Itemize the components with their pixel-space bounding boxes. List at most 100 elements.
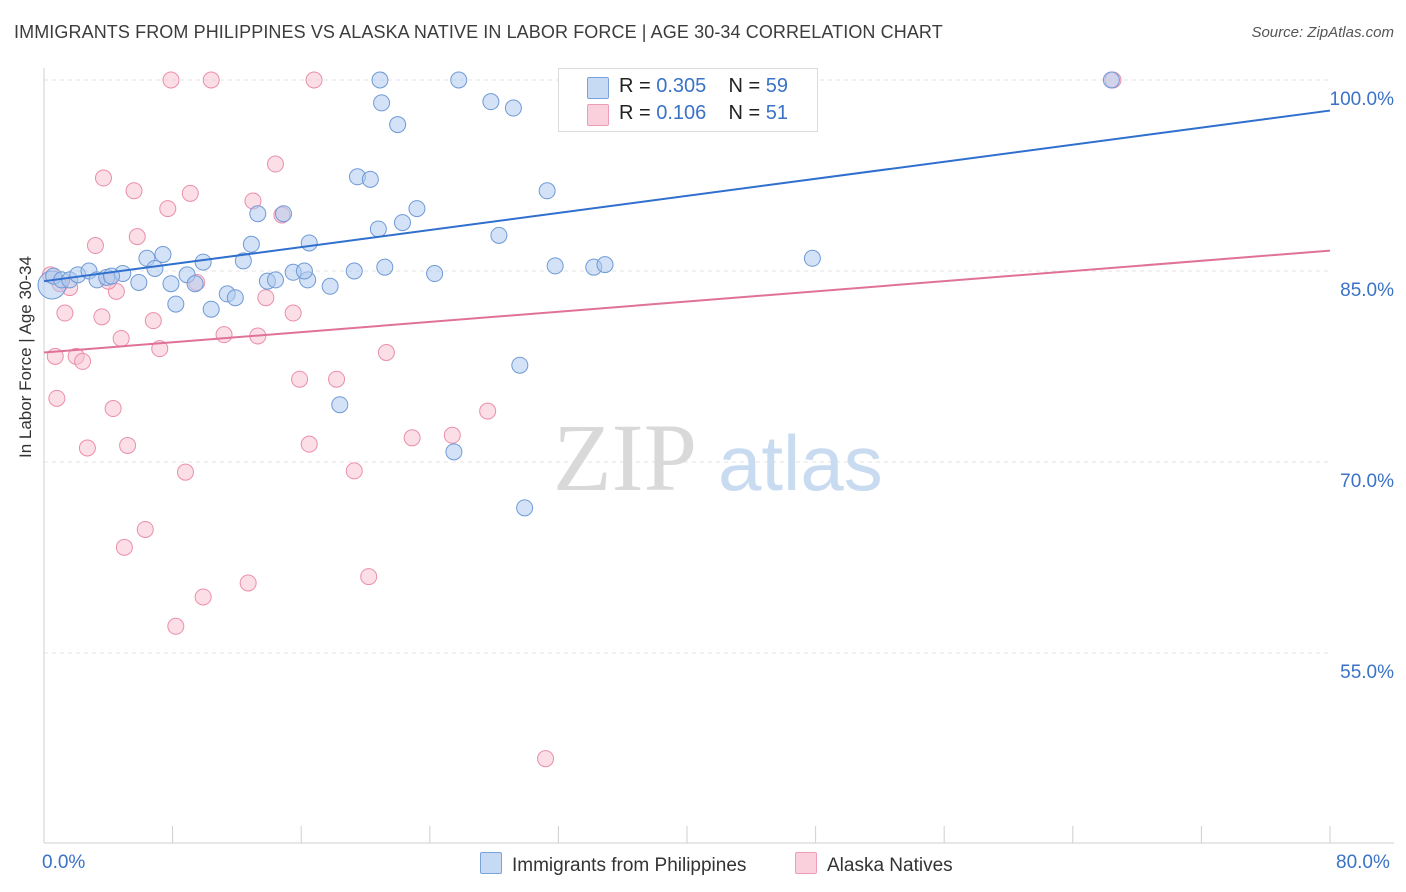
philippines-point bbox=[300, 234, 318, 252]
alaska-point bbox=[284, 304, 302, 322]
alaska-point bbox=[176, 463, 194, 481]
y-tick-label: 100.0% bbox=[1330, 89, 1395, 110]
legend-swatch-pink bbox=[587, 104, 609, 126]
bottom-legend-label: Immigrants from Philippines bbox=[512, 855, 747, 876]
philippines-point bbox=[295, 262, 313, 280]
philippines-point bbox=[482, 93, 500, 111]
philippines-point bbox=[803, 249, 821, 267]
philippines-point bbox=[373, 94, 391, 112]
philippines-point bbox=[186, 275, 204, 293]
alaska-point bbox=[119, 436, 137, 454]
philippines-point bbox=[516, 499, 534, 517]
philippines-point bbox=[226, 289, 244, 307]
alaska-point bbox=[94, 169, 112, 187]
grid-lines bbox=[44, 79, 1330, 654]
y-tick-label: 70.0% bbox=[1340, 471, 1394, 492]
alaska-point bbox=[479, 402, 497, 420]
philippines-point bbox=[361, 170, 379, 188]
alaska-point bbox=[144, 312, 162, 330]
philippines-point bbox=[371, 71, 389, 89]
alaska-point bbox=[86, 237, 104, 255]
alaska-point bbox=[167, 617, 185, 635]
x-tick-max: 80.0% bbox=[1336, 852, 1390, 873]
alaska-point bbox=[112, 329, 130, 347]
philippines-point bbox=[504, 99, 522, 117]
x-tick-min: 0.0% bbox=[42, 852, 86, 873]
philippines-point bbox=[321, 277, 339, 295]
philippines-point bbox=[194, 253, 212, 271]
philippines-point bbox=[242, 235, 260, 253]
alaska-point bbox=[93, 308, 111, 326]
philippines-point bbox=[275, 205, 293, 223]
alaska-point bbox=[151, 340, 169, 358]
axes bbox=[43, 68, 1394, 844]
alaska-point bbox=[360, 568, 378, 586]
stats-legend: R = 0.305 N = 59 R = 0.106 N = 51 bbox=[558, 68, 818, 132]
philippines-point bbox=[345, 262, 363, 280]
alaska-point bbox=[291, 370, 309, 388]
philippines-point bbox=[162, 275, 180, 293]
philippines-point bbox=[266, 271, 284, 289]
philippines-point bbox=[393, 214, 411, 232]
watermark-atlas: atlas bbox=[718, 419, 883, 507]
alaska-point bbox=[78, 439, 96, 457]
philippines-point bbox=[146, 259, 164, 277]
alaska-point bbox=[115, 538, 133, 556]
bottom-legend-swatch-blue bbox=[480, 852, 502, 874]
philippines-point bbox=[202, 300, 220, 318]
series-philippines-points bbox=[37, 71, 1120, 517]
alaska-point bbox=[215, 326, 233, 344]
bottom-legend-philippines: Immigrants from Philippines bbox=[480, 852, 746, 877]
alaska-point bbox=[377, 343, 395, 361]
alaska-point bbox=[537, 750, 555, 768]
legend-text: R = 0.106 N = 51 bbox=[619, 102, 788, 125]
alaska-point bbox=[194, 588, 212, 606]
y-axis-label: In Labor Force | Age 30-34 bbox=[16, 256, 35, 458]
legend-r-label: R = bbox=[619, 75, 651, 97]
legend-swatch-blue bbox=[587, 77, 609, 99]
legend-r-value: 0.305 bbox=[656, 75, 707, 97]
chart-title: IMMIGRANTS FROM PHILIPPINES VS ALASKA NA… bbox=[14, 22, 943, 42]
alaska-point bbox=[56, 304, 74, 322]
philippines-point bbox=[376, 258, 394, 276]
bottom-legend-label: Alaska Natives bbox=[827, 855, 953, 876]
philippines-point bbox=[426, 265, 444, 283]
philippines-point bbox=[1102, 71, 1120, 89]
alaska-point bbox=[345, 462, 363, 480]
legend-n-label: N = bbox=[728, 75, 761, 97]
philippines-point bbox=[408, 200, 426, 218]
alaska-point bbox=[136, 520, 154, 538]
alaska-point bbox=[403, 429, 421, 447]
philippines-point bbox=[167, 295, 185, 313]
y-tick-labels: 100.0% 85.0% 70.0% 55.0% bbox=[1330, 89, 1395, 683]
alaska-point bbox=[74, 352, 92, 370]
y-tick-label: 85.0% bbox=[1340, 280, 1394, 301]
philippines-point bbox=[445, 443, 463, 461]
philippines-point bbox=[130, 273, 148, 291]
philippines-point bbox=[369, 220, 387, 238]
philippines-point bbox=[234, 252, 252, 270]
philippines-point bbox=[511, 356, 529, 374]
legend-n-label: N = bbox=[728, 102, 761, 124]
philippines-point bbox=[490, 226, 508, 244]
alaska-point bbox=[162, 71, 180, 89]
legend-n-value: 51 bbox=[765, 102, 789, 124]
alaska-point bbox=[443, 426, 461, 444]
legend-n-value: 59 bbox=[765, 75, 789, 97]
alaska-point bbox=[104, 400, 122, 418]
alaska-point bbox=[266, 155, 284, 173]
alaska-point bbox=[328, 370, 346, 388]
alaska-point bbox=[181, 184, 199, 202]
alaska-point bbox=[125, 182, 143, 200]
philippines-point bbox=[596, 256, 614, 274]
y-tick-label: 55.0% bbox=[1340, 662, 1394, 683]
alaska-point bbox=[257, 289, 275, 307]
philippines-trend-line bbox=[43, 109, 1331, 283]
philippines-point bbox=[154, 245, 172, 263]
alaska-point bbox=[300, 435, 318, 453]
philippines-point bbox=[249, 205, 267, 223]
legend-r-label: R = bbox=[619, 102, 651, 124]
legend-r-value: 0.106 bbox=[656, 102, 707, 124]
philippines-point bbox=[331, 396, 349, 414]
